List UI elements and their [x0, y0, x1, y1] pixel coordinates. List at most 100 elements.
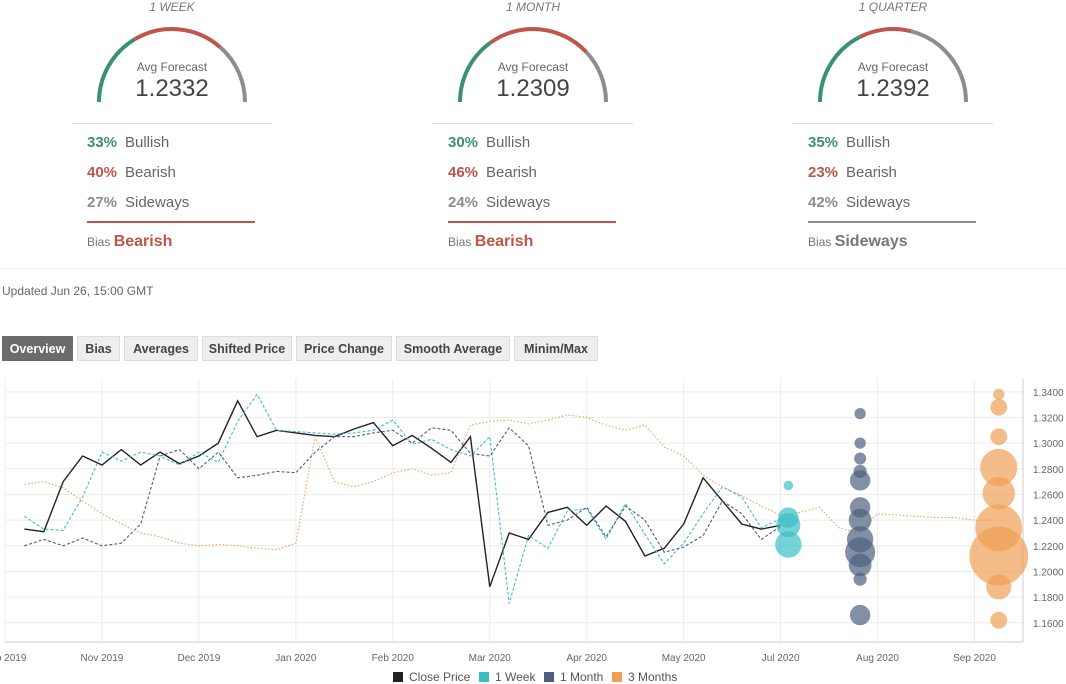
gauge-bearish-arc [858, 27, 912, 39]
gauge-sideways-arc [910, 29, 968, 103]
bias-underline [87, 221, 255, 223]
forecast-chart: 1.1600 1.1800 1.2000 1.2200 1.2400 1.2600 1.28… [0, 379, 1064, 664]
section-divider [0, 268, 1066, 269]
x-tick-label: May 2020 [662, 653, 706, 664]
gauge-bullish-arc [97, 37, 136, 103]
bullish-pct: 35% [808, 134, 839, 151]
sideways-pct: 42% [808, 194, 839, 211]
gauge-bearish-arc [133, 27, 222, 49]
legend-label: 1 Week [495, 670, 536, 684]
forecast-bubble-1-month[interactable] [854, 437, 866, 449]
x-tick-label: Feb 2020 [372, 653, 415, 664]
sideways-row: 27% Sideways [87, 194, 189, 214]
bias-value: Bearish [113, 233, 173, 250]
bearish-label: Bearish [486, 164, 537, 181]
forecast-bubble-1-month[interactable] [854, 407, 866, 420]
gauge-bearish-arc [488, 27, 588, 54]
avg-forecast-label: Avg Forecast [497, 60, 569, 74]
forecast-bubble-3-months[interactable] [990, 398, 1008, 416]
forecast-bubble-1-week[interactable] [783, 480, 794, 491]
tab-shifted-price[interactable]: Shifted Price [202, 336, 292, 361]
forecast-bubble-1-month[interactable] [849, 470, 871, 491]
forecast-bubble-1-week[interactable] [775, 531, 802, 558]
bias-label: Bias [448, 235, 472, 249]
y-tick-label: 1.2000 [1033, 567, 1064, 578]
divider [793, 123, 993, 124]
plot-area [5, 379, 1023, 642]
bias-underline [448, 221, 616, 223]
bias-value: Sideways [834, 233, 908, 250]
x-tick-label: Aug 2020 [856, 653, 899, 664]
x-tick-label: Apr 2020 [566, 653, 607, 664]
legend-item-3-months[interactable]: 3 Months [612, 670, 677, 684]
bearish-pct: 46% [448, 164, 479, 181]
bullish-label: Bullish [125, 134, 170, 151]
x-tick-label: Jan 2020 [275, 653, 317, 664]
tab-minim-max[interactable]: Minim/Max [514, 336, 598, 361]
sentiment-gauge [458, 27, 608, 103]
avg-forecast-value: 1.2309 [496, 75, 570, 102]
series-line-1-month [24, 426, 781, 553]
bearish-label: Bearish [125, 164, 176, 181]
series-line-1-week [24, 393, 781, 604]
avg-forecast-label: Avg Forecast [136, 60, 208, 74]
forecast-bubble-1-month[interactable] [848, 553, 872, 577]
legend-item-1-week[interactable]: 1 Week [479, 670, 535, 684]
legend-swatch [544, 672, 554, 682]
forecast-bubble-1-month[interactable] [853, 572, 867, 586]
bias-label: Bias [808, 235, 832, 249]
legend-swatch [479, 672, 489, 682]
forecast-bubble-1-month[interactable] [854, 452, 867, 465]
forecast-bubble-3-months[interactable] [993, 388, 1005, 401]
x-tick-label: Sep 2020 [953, 653, 996, 664]
sideways-pct: 24% [448, 194, 479, 211]
forecast-bubble-1-week[interactable] [776, 513, 801, 538]
forecast-bubble-3-months[interactable] [990, 428, 1008, 446]
forecast-bubble-1-month[interactable] [848, 508, 872, 532]
bias-value: Bearish [474, 233, 534, 250]
divider [72, 123, 272, 124]
bearish-row: 40% Bearish [87, 164, 176, 184]
y-tick-label: 1.2800 [1033, 465, 1064, 476]
bias-label: Bias [87, 235, 111, 249]
forecast-bubble-3-months[interactable] [969, 526, 1029, 586]
legend-swatch [393, 672, 403, 682]
legend-item-1-month[interactable]: 1 Month [544, 670, 603, 684]
forecast-bubble-3-months[interactable] [986, 574, 1012, 600]
bearish-pct: 40% [87, 164, 118, 181]
legend-item-close-price[interactable]: Close Price [393, 670, 470, 684]
forecast-bubble-3-months[interactable] [990, 611, 1008, 629]
bearish-pct: 23% [808, 164, 839, 181]
bearish-row: 23% Bearish [808, 164, 897, 184]
x-tick-label: Jul 2020 [762, 653, 800, 664]
sentiment-gauge [818, 27, 968, 103]
bias: Bias Bearish [87, 233, 172, 251]
legend-label: 1 Month [560, 670, 604, 684]
sentiment-gauge [97, 27, 247, 103]
series-line-close-price [24, 399, 781, 588]
y-tick-label: 1.2400 [1033, 516, 1064, 527]
forecast-panel-quarter: 1 QUARTER Avg Forecast 1.2392 35% Bullish… [713, 0, 1066, 262]
bullish-row: 33% Bullish [87, 134, 169, 154]
bias-underline [808, 221, 976, 223]
y-tick-label: 1.2200 [1033, 542, 1064, 553]
forecast-bubble-1-month[interactable] [849, 604, 871, 626]
legend-swatch [612, 672, 622, 682]
tab-smooth-average[interactable]: Smooth Average [396, 336, 510, 361]
legend-label: Close Price [409, 670, 471, 684]
legend-label: 3 Months [628, 670, 678, 684]
forecast-bubble-3-months[interactable] [980, 448, 1018, 487]
x-tick-label: Dec 2019 [177, 653, 220, 664]
tab-bias[interactable]: Bias [77, 336, 120, 361]
tab-averages[interactable]: Averages [124, 336, 198, 361]
sideways-pct: 27% [87, 194, 118, 211]
bullish-pct: 33% [87, 134, 118, 151]
forecast-panel-week: 1 WEEK Avg Forecast 1.2332 33% Bullish 40… [0, 0, 352, 262]
sideways-label: Sideways [846, 194, 911, 211]
x-tick-label: Mar 2020 [469, 653, 512, 664]
sideways-row: 42% Sideways [808, 194, 910, 214]
forecast-bubble-3-months[interactable] [982, 476, 1015, 510]
tab-overview[interactable]: Overview [2, 336, 73, 361]
tab-price-change[interactable]: Price Change [296, 336, 392, 361]
forecast-panel-month: 1 MONTH Avg Forecast 1.2309 30% Bullish 4… [353, 0, 713, 262]
